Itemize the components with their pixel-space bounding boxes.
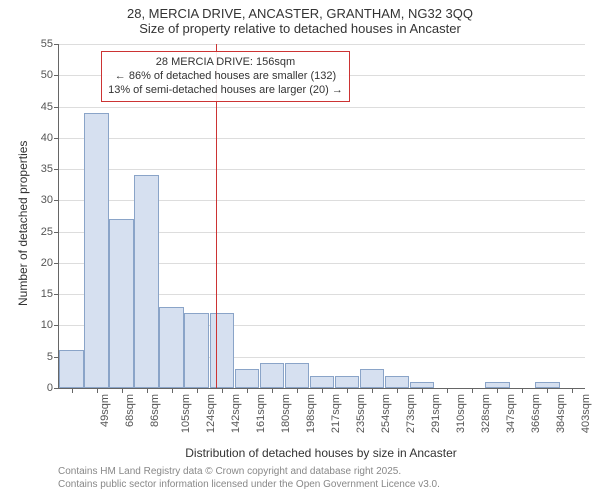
histogram-bar <box>59 350 84 388</box>
xtick-label: 310sqm <box>455 394 467 433</box>
xtick-mark <box>197 388 198 393</box>
ytick-label: 55 <box>41 38 59 50</box>
y-axis-label: Number of detached properties <box>16 141 30 306</box>
xtick-mark <box>247 388 248 393</box>
xtick-label: 142sqm <box>230 394 242 433</box>
ytick-label: 50 <box>41 69 59 81</box>
xtick-mark <box>422 388 423 393</box>
xtick-mark <box>347 388 348 393</box>
footer-line2: Contains public sector information licen… <box>58 479 440 490</box>
histogram-bar <box>134 175 159 388</box>
xtick-mark <box>297 388 298 393</box>
gridline <box>59 138 585 139</box>
ytick-label: 35 <box>41 163 59 175</box>
annotation-box: 28 MERCIA DRIVE: 156sqm← 86% of detached… <box>101 51 350 102</box>
histogram-bar <box>184 313 209 388</box>
xtick-mark <box>572 388 573 393</box>
xtick-mark <box>372 388 373 393</box>
gridline <box>59 169 585 170</box>
xtick-label: 273sqm <box>405 394 417 433</box>
histogram-bar <box>385 376 410 389</box>
xtick-label: 347sqm <box>505 394 517 433</box>
xtick-mark <box>97 388 98 393</box>
xtick-label: 68sqm <box>124 394 136 427</box>
xtick-mark <box>497 388 498 393</box>
histogram-bar <box>159 307 184 388</box>
histogram-bar <box>210 313 235 388</box>
xtick-label: 86sqm <box>149 394 161 427</box>
gridline <box>59 44 585 45</box>
ytick-label: 15 <box>41 288 59 300</box>
histogram-bar <box>285 363 310 388</box>
ytick-label: 10 <box>41 319 59 331</box>
xtick-label: 328sqm <box>480 394 492 433</box>
xtick-label: 217sqm <box>330 394 342 433</box>
xtick-mark <box>322 388 323 393</box>
xtick-label: 366sqm <box>530 394 542 433</box>
xtick-mark <box>472 388 473 393</box>
xtick-label: 161sqm <box>255 394 267 433</box>
xtick-label: 198sqm <box>305 394 317 433</box>
xtick-label: 49sqm <box>99 394 111 427</box>
ytick-label: 20 <box>41 257 59 269</box>
xtick-label: 384sqm <box>556 394 568 433</box>
xtick-label: 254sqm <box>380 394 392 433</box>
xtick-mark <box>172 388 173 393</box>
histogram-bar <box>335 376 360 389</box>
chart-title-line2: Size of property relative to detached ho… <box>0 21 600 36</box>
gridline <box>59 107 585 108</box>
ytick-label: 45 <box>41 101 59 113</box>
histogram-bar <box>260 363 285 388</box>
xtick-mark <box>447 388 448 393</box>
histogram-chart: 28, MERCIA DRIVE, ANCASTER, GRANTHAM, NG… <box>0 0 600 500</box>
xtick-mark <box>522 388 523 393</box>
xtick-mark <box>547 388 548 393</box>
ytick-label: 25 <box>41 226 59 238</box>
chart-title-line1: 28, MERCIA DRIVE, ANCASTER, GRANTHAM, NG… <box>0 0 600 21</box>
xtick-mark <box>397 388 398 393</box>
xtick-label: 235sqm <box>355 394 367 433</box>
xtick-mark <box>147 388 148 393</box>
ytick-label: 30 <box>41 194 59 206</box>
xtick-label: 124sqm <box>205 394 217 433</box>
histogram-bar <box>235 369 260 388</box>
annotation-line3: 13% of semi-detached houses are larger (… <box>108 83 343 97</box>
xtick-mark <box>72 388 73 393</box>
xtick-label: 403sqm <box>581 394 593 433</box>
histogram-bar <box>84 113 109 388</box>
plot-area: 051015202530354045505549sqm68sqm86sqm105… <box>58 44 585 389</box>
histogram-bar <box>310 376 335 389</box>
xtick-label: 291sqm <box>430 394 442 433</box>
annotation-line2: ← 86% of detached houses are smaller (13… <box>108 69 343 83</box>
xtick-mark <box>222 388 223 393</box>
xtick-label: 105sqm <box>180 394 192 433</box>
x-axis-label: Distribution of detached houses by size … <box>58 446 584 460</box>
ytick-label: 0 <box>47 382 59 394</box>
histogram-bar <box>109 219 134 388</box>
ytick-label: 5 <box>47 351 59 363</box>
xtick-label: 180sqm <box>280 394 292 433</box>
histogram-bar <box>360 369 385 388</box>
xtick-mark <box>272 388 273 393</box>
footer-line1: Contains HM Land Registry data © Crown c… <box>58 466 401 477</box>
xtick-mark <box>122 388 123 393</box>
ytick-label: 40 <box>41 132 59 144</box>
annotation-line1: 28 MERCIA DRIVE: 156sqm <box>108 55 343 69</box>
